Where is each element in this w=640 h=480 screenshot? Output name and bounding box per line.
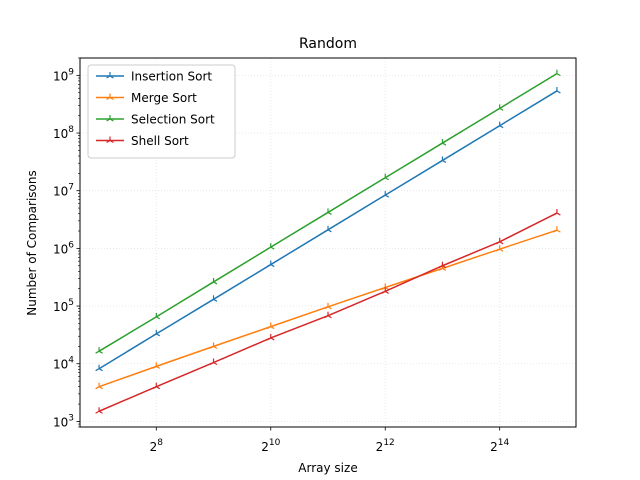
y-tick-label-base: 10 — [53, 185, 68, 199]
x-tick-label-base: 2 — [150, 440, 158, 454]
data-point — [495, 237, 504, 245]
data-point — [95, 382, 103, 390]
series-selection-sort — [95, 69, 561, 354]
plot-area — [79, 57, 577, 428]
data-point — [495, 121, 504, 129]
y-tick-label: 107 — [53, 183, 74, 199]
data-point — [152, 329, 161, 337]
y-tick-label-exponent: 6 — [68, 240, 74, 250]
series-shell-sort — [95, 209, 561, 414]
data-point — [381, 287, 389, 294]
legend-box — [87, 64, 236, 159]
y-tick-label-base: 10 — [53, 127, 68, 141]
data-point — [95, 407, 103, 414]
data-point — [381, 173, 389, 181]
y-tick-label-base: 10 — [53, 69, 68, 83]
y-tick-label: 103 — [53, 413, 74, 429]
y-tick-label-exponent: 8 — [68, 125, 74, 135]
data-point — [553, 86, 561, 94]
legend-item: Shell Sort — [96, 134, 189, 148]
data-point — [95, 364, 103, 372]
data-point — [495, 104, 504, 111]
legend-item: Insertion Sort — [96, 70, 212, 84]
y-tick-label: 109 — [53, 67, 74, 83]
data-point — [553, 209, 561, 216]
y-tick-label: 105 — [53, 298, 74, 314]
data-point — [553, 69, 561, 77]
data-point — [438, 156, 447, 163]
y-tick-label-exponent: 3 — [68, 413, 74, 423]
data-point — [438, 261, 447, 269]
x-tick-label-base: 2 — [376, 440, 384, 454]
chart-title: Random — [299, 36, 357, 52]
y-tick-label-base: 10 — [53, 300, 68, 314]
data-point — [267, 243, 275, 250]
legend-label: Shell Sort — [131, 134, 189, 148]
data-point — [267, 322, 275, 330]
data-point — [209, 277, 218, 285]
data-point — [324, 225, 332, 233]
y-tick-label-exponent: 9 — [68, 67, 74, 77]
data-point — [324, 311, 332, 319]
data-point — [267, 260, 275, 268]
y-axis-label: Number of Comparisons — [25, 170, 39, 316]
y-tick-label-base: 10 — [53, 358, 68, 372]
data-point — [152, 312, 161, 320]
y-tick-label-base: 10 — [53, 415, 68, 429]
x-tick-label: 210 — [261, 438, 280, 454]
x-tick-label-exponent: 14 — [498, 438, 510, 448]
x-tick-label-exponent: 8 — [157, 438, 163, 448]
y-tick-label: 108 — [53, 125, 74, 141]
data-point — [381, 191, 389, 198]
data-point — [152, 382, 161, 390]
data-point — [553, 226, 561, 233]
legend-marker — [106, 72, 114, 79]
series-insertion-sort — [95, 86, 561, 372]
legend-label: Insertion Sort — [131, 70, 212, 84]
legend-marker — [106, 115, 114, 122]
y-tick-label-exponent: 5 — [68, 298, 74, 308]
legend-item: Merge Sort — [96, 91, 197, 105]
x-tick-label-base: 2 — [261, 440, 269, 454]
legend-label: Selection Sort — [131, 113, 215, 127]
data-point — [267, 333, 275, 341]
y-tick-label-exponent: 4 — [68, 356, 74, 366]
x-tick-label-exponent: 12 — [383, 438, 394, 448]
data-point — [152, 362, 161, 369]
x-axis-label: Array size — [298, 461, 357, 475]
y-tick-label-exponent: 7 — [68, 183, 74, 193]
data-point — [495, 245, 504, 252]
legend-label: Merge Sort — [131, 91, 197, 105]
x-tick-label-exponent: 10 — [269, 438, 281, 448]
data-point — [438, 139, 447, 146]
legend: Insertion Sort Merge Sort Selection Sort Sh… — [87, 64, 236, 159]
data-point — [209, 342, 218, 349]
legend-item: Selection Sort — [96, 113, 215, 127]
series-line — [98, 229, 558, 388]
data-point — [95, 347, 103, 354]
y-tick-label: 104 — [53, 356, 74, 372]
data-point — [209, 295, 218, 302]
y-tick-label-base: 10 — [53, 242, 68, 256]
y-tick-label: 106 — [53, 240, 74, 256]
series-merge-sort — [95, 226, 561, 390]
x-tick-label: 212 — [376, 438, 395, 454]
series-group — [95, 69, 561, 414]
legend-marker — [106, 93, 114, 101]
data-point — [209, 358, 218, 366]
legend-marker — [106, 136, 114, 144]
data-point — [324, 302, 332, 310]
x-tick-label: 28 — [150, 438, 164, 454]
data-point — [324, 208, 332, 215]
x-tick-label: 214 — [490, 438, 509, 454]
x-tick-label-base: 2 — [490, 440, 498, 454]
